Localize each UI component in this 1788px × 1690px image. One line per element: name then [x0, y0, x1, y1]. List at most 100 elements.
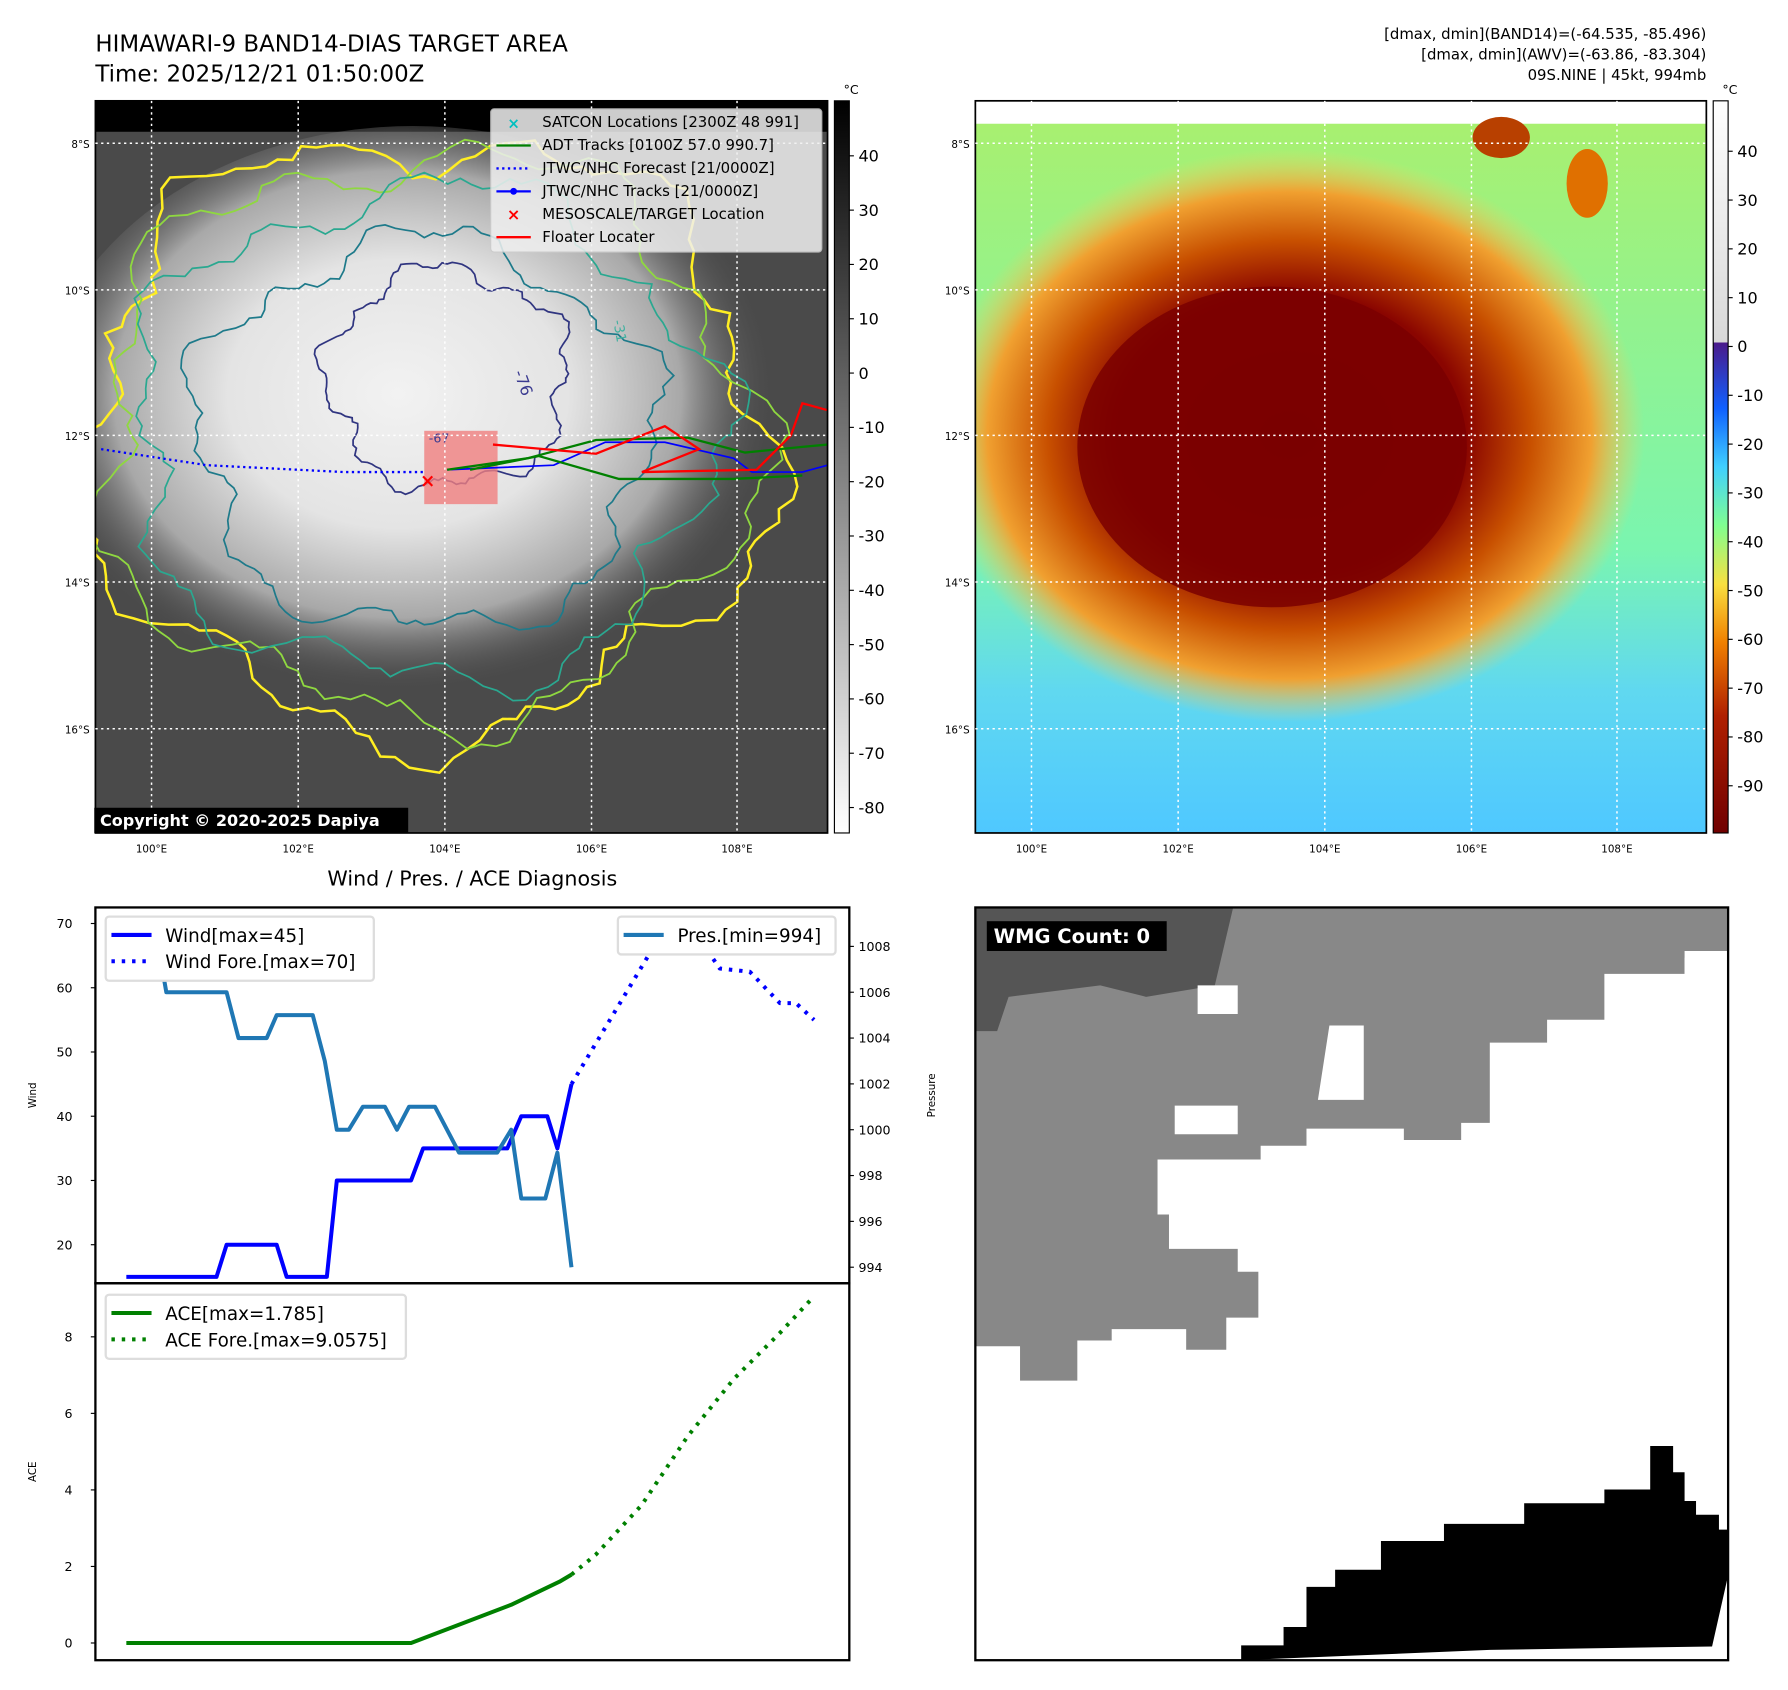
y2-tick-label: 1002	[858, 1076, 890, 1091]
wmg-gray-region	[975, 907, 1729, 1381]
floater-locater	[492, 401, 828, 474]
wmg-count-label: WMG Count: 0	[994, 925, 1150, 948]
legend-label: ACE[max=1.785]	[165, 1304, 324, 1325]
lon-label: 102°E	[1162, 843, 1193, 855]
legend-item: × MESOSCALE/TARGET Location	[507, 205, 765, 224]
colorbar-tick-label: -80	[1737, 728, 1763, 747]
lat-label: 8°S	[951, 139, 969, 151]
figure-time: Time: 2025/12/21 01:50:00Z	[94, 61, 424, 87]
map-legend: × SATCON Locations [2300Z 48 991] ADT Trac…	[490, 108, 823, 253]
lon-label: 102°E	[283, 843, 314, 855]
chart-frame	[94, 1282, 851, 1662]
legend-label: MESOSCALE/TARGET Location	[542, 205, 764, 223]
legend-item: × SATCON Locations [2300Z 48 991]	[507, 113, 799, 132]
legend-label: Pres.[min=994]	[677, 926, 821, 947]
lon-label: 106°E	[576, 843, 607, 855]
y-tick-label: 0	[64, 1636, 72, 1651]
lat-label: 10°S	[65, 285, 90, 297]
series-line-wind	[126, 1083, 574, 1279]
lat-label: 12°S	[65, 431, 90, 443]
chart-legend: ACE[max=1.785] ACE Fore.[max=9.0575]	[104, 1293, 408, 1361]
band14-stats: [dmax, dmin](BAND14)=(-64.535, -85.496)	[1384, 25, 1706, 43]
series-line-pres-	[126, 921, 574, 1268]
colorbar-tick-label: 0	[858, 364, 868, 383]
colorbar-tick-label: -70	[858, 744, 884, 763]
awv-cell	[1566, 148, 1608, 218]
colorbar-tick-label: -20	[1737, 435, 1763, 454]
y-tick-label: 50	[56, 1045, 72, 1060]
colorbar-tick-label: -90	[1737, 776, 1763, 795]
colorbar-tick-label: 20	[858, 255, 878, 274]
adt-track-2	[469, 454, 803, 481]
target-marker-icon: ×	[507, 205, 520, 224]
y-tick-label: 40	[56, 1109, 72, 1124]
series-line-ace	[126, 1572, 573, 1646]
lon-label: 100°E	[136, 843, 167, 855]
temperature-contour	[313, 261, 571, 496]
awv-map-frame	[974, 99, 1708, 834]
lon-label: 106°E	[1456, 843, 1487, 855]
colorbar-tick-label: -20	[858, 472, 884, 491]
y2-tick-label: 1006	[858, 985, 890, 1000]
ir-colorbar-ticks: 40 30 20 10 0 -10 -20 -30 -40 -50 -60 -70 -80	[849, 147, 885, 817]
y2-tick-label: 1008	[858, 939, 890, 954]
y2-tick-label: 998	[858, 1168, 882, 1183]
legend-label: Wind[max=45]	[165, 926, 304, 947]
colorbar-tick-label: -40	[858, 581, 884, 600]
lat-label: 16°S	[945, 724, 970, 736]
colorbar-tick-label: -50	[1737, 581, 1763, 600]
legend-label: ACE Fore.[max=9.0575]	[165, 1330, 386, 1351]
legend-label: ADT Tracks [0100Z 57.0 990.7]	[542, 136, 774, 154]
lon-label: 100°E	[1016, 843, 1047, 855]
legend-item: ADT Tracks [0100Z 57.0 990.7]	[496, 136, 774, 154]
wmg-frame	[974, 906, 1730, 1662]
wind-pressure-chart: 20 30 40 50 60 70 Wind 994 996 998 1000 1002 1004 100…	[27, 906, 938, 1285]
awv-map-panel	[975, 100, 1707, 833]
legend-label: Floater Locater	[542, 228, 655, 246]
y-tick-label: 8	[64, 1329, 72, 1344]
colorbar-tick-label: 30	[858, 201, 878, 220]
legend-label: JTWC/NHC Tracks [21/0000Z]	[541, 182, 758, 200]
lon-label: 108°E	[1601, 843, 1632, 855]
legend-dot-icon	[510, 187, 518, 195]
lat-label: 16°S	[65, 724, 90, 736]
ir-map-frame	[94, 99, 829, 834]
colorbar-tick-label: -10	[1737, 386, 1763, 405]
copyright-box	[94, 807, 409, 833]
ir-colorbar-unit: °C	[844, 82, 859, 97]
awv-colorbar	[1712, 100, 1729, 834]
lon-label: 104°E	[1309, 843, 1340, 855]
legend-label: Wind Fore.[max=70]	[165, 952, 355, 973]
ace-chart: 0 2 4 6 8 ACE ACE[max=1.785] ACE Fore.[max=9.05…	[27, 1282, 851, 1662]
series-line-ace-fore-	[570, 1294, 816, 1577]
y2-tick-label: 1000	[858, 1122, 890, 1137]
figure-title: HIMAWARI-9 BAND14-DIAS TARGET AREA	[95, 32, 568, 58]
colorbar-tick-label: -30	[1737, 484, 1763, 503]
awv-colorbar-unit: °C	[1722, 82, 1737, 97]
lon-label: 108°E	[721, 843, 752, 855]
colorbar-tick-label: 40	[1737, 142, 1757, 161]
lon-label: 104°E	[429, 843, 460, 855]
colorbar-tick-label: -30	[858, 527, 884, 546]
contour-label: -67	[429, 430, 450, 445]
lat-label: 14°S	[945, 578, 970, 590]
awv-cell	[1472, 116, 1530, 159]
y-axis-label: ACE	[27, 1461, 39, 1482]
colorbar-tick-label: -50	[858, 635, 884, 654]
jtwc-forecast-track	[100, 448, 425, 474]
satcon-marker-icon: ×	[507, 114, 519, 132]
storm-info: 09S.NINE | 45kt, 994mb	[1528, 66, 1707, 84]
lat-label: 14°S	[65, 578, 90, 590]
legend-label: SATCON Locations [2300Z 48 991]	[542, 113, 799, 131]
chart-legend: Pres.[min=994]	[616, 915, 837, 956]
y-tick-label: 30	[56, 1173, 72, 1188]
copyright-text: Copyright © 2020-2025 Dapiya	[100, 811, 380, 830]
awv-stats: [dmax, dmin](AWV)=(-63.86, -83.304)	[1421, 46, 1706, 64]
y2-tick-label: 994	[858, 1260, 882, 1275]
y2-tick-label: 1004	[858, 1031, 890, 1046]
wmg-black-region	[1241, 1445, 1729, 1661]
y-tick-label: 6	[64, 1406, 72, 1421]
y-tick-label: 4	[64, 1482, 72, 1497]
ir-cloud-mass	[95, 126, 791, 722]
